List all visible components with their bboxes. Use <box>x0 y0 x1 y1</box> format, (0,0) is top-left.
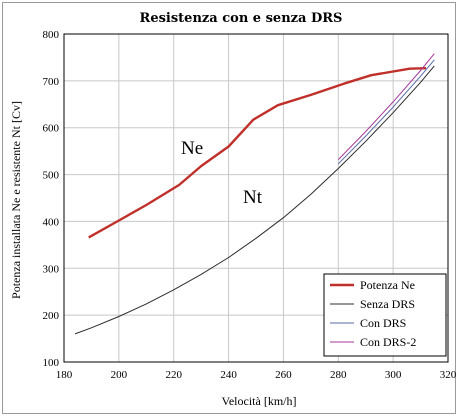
series-line-3 <box>337 59 435 165</box>
legend-label-1: Potenza Ne <box>360 278 415 292</box>
y-tick-label: 500 <box>43 170 60 182</box>
x-tick-label: 260 <box>275 369 292 381</box>
y-tick-label: 700 <box>43 76 60 88</box>
series-line-1 <box>88 67 427 239</box>
y-tick-label: 100 <box>43 357 60 369</box>
x-tick-label: 180 <box>56 369 73 381</box>
x-ticks: 180 200 220 240 260 280 300 320 <box>56 369 457 381</box>
y-ticks: 100 200 300 400 500 600 700 800 <box>43 29 60 369</box>
x-tick-label: 300 <box>385 369 402 381</box>
legend-label-4: Con DRS-2 <box>360 335 416 349</box>
y-tick-label: 600 <box>43 123 60 135</box>
annotation-ne: Ne <box>181 138 203 159</box>
legend-label-2: Senza DRS <box>360 297 415 311</box>
x-tick-label: 320 <box>440 369 457 381</box>
chart-title: Resistenza con e senza DRS <box>140 11 343 26</box>
series-line-2 <box>74 65 435 335</box>
x-tick-label: 240 <box>220 369 237 381</box>
series-line-4 <box>337 53 435 160</box>
legend: Potenza Ne Senza DRS Con DRS Con DRS-2 <box>323 273 447 357</box>
y-tick-label: 200 <box>43 310 60 322</box>
series-group <box>74 53 435 335</box>
x-tick-label: 220 <box>165 369 182 381</box>
annotation-nt: Nt <box>243 187 263 208</box>
legend-label-3: Con DRS <box>360 316 406 330</box>
y-tick-label: 300 <box>43 263 60 275</box>
x-tick-label: 200 <box>111 369 128 381</box>
y-axis-title: Potenza installata Ne e resistente Nt [C… <box>9 101 23 299</box>
y-tick-label: 400 <box>43 216 60 228</box>
y-tick-label: 800 <box>43 29 60 41</box>
x-tick-label: 280 <box>330 369 347 381</box>
plot-area <box>63 33 449 363</box>
x-axis-title: Velocità [km/h] <box>222 394 297 408</box>
